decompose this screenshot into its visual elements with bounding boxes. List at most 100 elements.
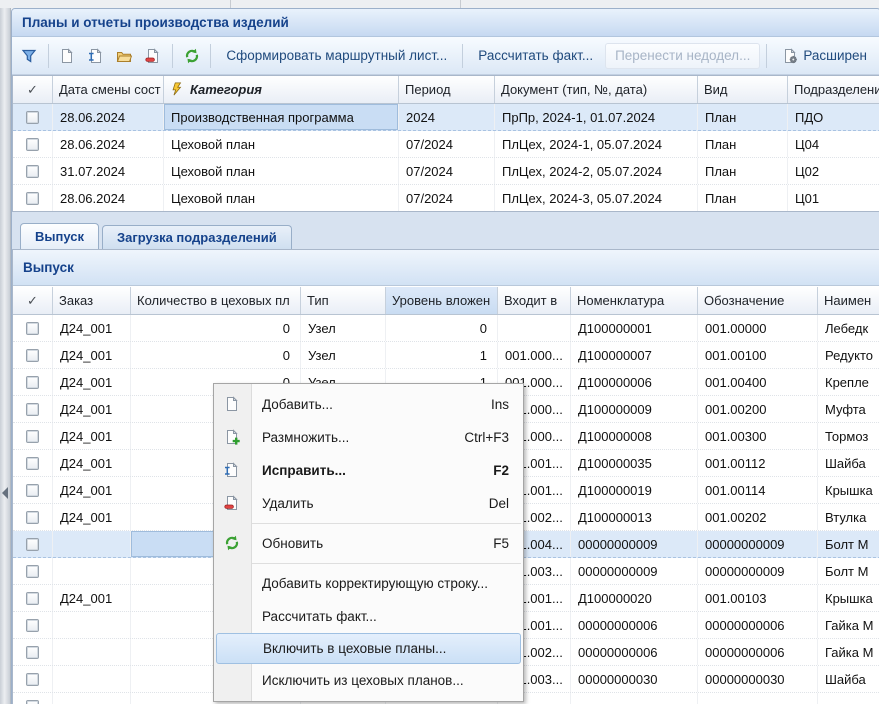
cell-order: Д24_001	[53, 423, 131, 449]
edit-document-button[interactable]	[83, 43, 109, 69]
left-splitter-bar[interactable]	[0, 8, 11, 704]
refresh-button[interactable]	[179, 43, 205, 69]
cell-nomenclature: Д100000001	[571, 315, 698, 341]
column-header-parent[interactable]: Входит в	[498, 287, 571, 314]
column-header-name[interactable]: Наимен	[818, 287, 879, 314]
column-header-division[interactable]: Подразделения	[788, 76, 879, 103]
output-row[interactable]: Д24_001 0 Узел 0 Д100000001 001.00000 Лебедк	[13, 315, 879, 342]
column-header-document[interactable]: Документ (тип, №, дата)	[495, 76, 698, 103]
cell-designation: 00000000009	[698, 531, 818, 557]
cell-order: Д24_001	[53, 504, 131, 530]
plans-row[interactable]: 28.06.2024 Цеховой план 07/2024 ПлЦех, 2024…	[13, 131, 879, 158]
cell-check	[13, 450, 53, 476]
menu-item-10[interactable]: Включить в цеховые планы...	[216, 633, 521, 664]
column-header-label: Категория	[190, 82, 262, 97]
cell-nomenclature: Д100000009	[571, 396, 698, 422]
toolbar-separator	[47, 43, 49, 68]
plans-row[interactable]: 28.06.2024 Цеховой план 07/2024 ПлЦех, 2024…	[13, 185, 879, 211]
cell-period: 07/2024	[399, 131, 495, 157]
new-document-button[interactable]	[55, 43, 81, 69]
tab-load[interactable]: Загрузка подразделений	[102, 225, 292, 249]
plans-row[interactable]: 31.07.2024 Цеховой план 07/2024 ПлЦех, 2024…	[13, 158, 879, 185]
column-header-check[interactable]: ✓	[13, 287, 53, 314]
row-checkbox[interactable]	[26, 537, 39, 551]
menu-item-9[interactable]: Рассчитать факт...	[214, 600, 523, 633]
row-checkbox[interactable]	[26, 375, 39, 389]
cell-designation: 00000000009	[698, 558, 818, 584]
output-row[interactable]: Д24_001 001.001... Д100000019 001.00114 Крыш…	[13, 477, 879, 504]
row-checkbox[interactable]	[26, 110, 39, 124]
column-header-qty[interactable]: Количество в цеховых пл	[131, 287, 301, 314]
column-header-order[interactable]: Заказ	[53, 287, 131, 314]
row-checkbox[interactable]	[26, 402, 39, 416]
menu-item-label: Исключить из цеховых планов...	[262, 673, 464, 688]
menu-item-3[interactable]: Исправить... F2	[214, 454, 523, 487]
row-checkbox[interactable]	[26, 321, 39, 335]
column-header-nomenclature[interactable]: Номенклатура	[571, 287, 698, 314]
cell-period: 07/2024	[399, 185, 495, 211]
window-titlebar[interactable]: Планы и отчеты производства изделий	[12, 9, 879, 37]
cell-date: 31.07.2024	[53, 158, 164, 184]
row-checkbox[interactable]	[26, 564, 39, 578]
column-header-designation[interactable]: Обозначение	[698, 287, 818, 314]
row-checkbox[interactable]	[26, 191, 39, 205]
column-header-label: Уровень вложен	[392, 293, 491, 308]
collapse-left-icon[interactable]	[2, 487, 8, 499]
toolbar-separator	[171, 43, 173, 68]
cell-name: Тормоз	[818, 423, 879, 449]
delete-document-icon	[145, 47, 161, 64]
row-checkbox[interactable]	[26, 510, 39, 524]
row-checkbox[interactable]	[26, 429, 39, 443]
calc-fact-button[interactable]: Рассчитать факт...	[469, 43, 602, 69]
toolbar-separator	[462, 43, 464, 68]
row-checkbox[interactable]	[26, 645, 39, 659]
cell-order: Д24_001	[53, 450, 131, 476]
column-header-level[interactable]: Уровень вложен	[386, 287, 498, 314]
cell-name: Лебедк	[818, 315, 879, 341]
row-checkbox[interactable]	[26, 618, 39, 632]
cell-qty: 0	[131, 369, 301, 395]
cell-check	[13, 558, 53, 584]
cell-designation: 001.00114	[698, 477, 818, 503]
cell-document: ПлЦех, 2024-2, 05.07.2024	[495, 158, 698, 184]
filter-button[interactable]	[16, 43, 42, 69]
format-route-list-button[interactable]: Сформировать маршрутный лист...	[217, 43, 456, 69]
row-checkbox[interactable]	[26, 348, 39, 362]
output-row[interactable]: Д24_001 0 Узел 1 001.000... Д100000007 001.001…	[13, 342, 879, 369]
row-checkbox[interactable]	[26, 456, 39, 470]
menu-item-shortcut: F2	[493, 463, 509, 478]
extended-button[interactable]: Расширен	[773, 43, 876, 69]
cell-order	[53, 693, 131, 704]
column-header-kind[interactable]: Вид	[698, 76, 788, 103]
menu-item-1[interactable]: Добавить... Ins	[214, 388, 523, 421]
cell-division: Ц01	[788, 185, 879, 211]
row-checkbox[interactable]	[26, 591, 39, 605]
menu-item-6[interactable]: Обновить F5	[214, 527, 523, 560]
column-header-date[interactable]: Дата смены сост	[53, 76, 164, 103]
delete-document-button[interactable]	[140, 43, 166, 69]
cell-kind: План	[698, 158, 788, 184]
plans-row[interactable]: 28.06.2024 Производственная программа 2024…	[13, 104, 879, 131]
row-checkbox[interactable]	[26, 137, 39, 151]
row-checkbox[interactable]	[26, 483, 39, 497]
row-checkbox[interactable]	[26, 672, 39, 686]
open-folder-button[interactable]	[112, 43, 138, 69]
menu-item-11[interactable]: Исключить из цеховых планов...	[214, 664, 523, 697]
cell-period: 07/2024	[399, 158, 495, 184]
cell-nomenclature: 00000000030	[571, 666, 698, 692]
row-checkbox[interactable]	[26, 699, 39, 704]
column-header-check[interactable]: ✓	[13, 76, 53, 103]
cell-division: ПДО	[788, 104, 879, 130]
tab-output[interactable]: Выпуск	[20, 223, 99, 249]
column-header-period[interactable]: Период	[399, 76, 495, 103]
menu-item-label: Размножить...	[262, 430, 350, 445]
menu-item-2[interactable]: Размножить... Ctrl+F3	[214, 421, 523, 454]
menu-separator	[252, 523, 521, 524]
menu-item-8[interactable]: Добавить корректирующую строку...	[214, 567, 523, 600]
column-header-type[interactable]: Тип	[301, 287, 386, 314]
column-header-category[interactable]: Категория	[164, 76, 399, 103]
row-checkbox[interactable]	[26, 164, 39, 178]
menu-separator	[252, 563, 521, 564]
window-title: Планы и отчеты производства изделий	[22, 15, 289, 30]
menu-item-4[interactable]: Удалить Del	[214, 487, 523, 520]
